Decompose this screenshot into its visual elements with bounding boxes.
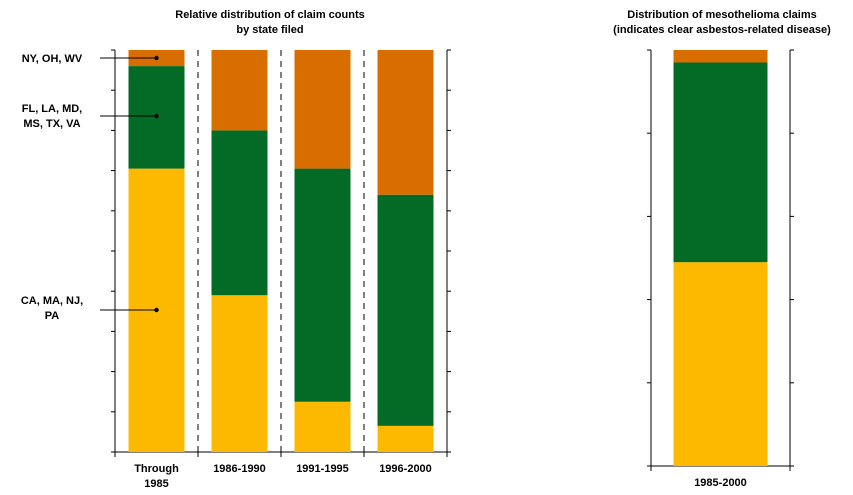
- bar-segment-1-0-2: [673, 50, 768, 63]
- callout-dot-1: [154, 113, 159, 119]
- x-tick-label-0-0: Through 1985: [134, 463, 179, 490]
- x-tick-label-0-1: 1986-1990: [213, 463, 266, 475]
- legend-label-1: FL, LA, MD, MS, TX, VA: [22, 103, 83, 130]
- bar-segment-0-3-1: [377, 194, 434, 426]
- chart-title-0: Relative distribution of claim counts by …: [175, 9, 364, 36]
- bar-segment-0-2-1: [294, 168, 351, 402]
- bar-segment-1-0-0: [673, 262, 768, 466]
- bar-segment-0-1-2: [211, 50, 268, 131]
- bar-segment-0-2-2: [294, 50, 351, 169]
- x-tick-label-0-2: 1991-1995: [296, 463, 349, 475]
- bar-segment-0-1-1: [211, 130, 268, 296]
- chart-title-1: Distribution of mesothelioma claims (indi…: [613, 9, 831, 36]
- bar-segment-1-0-1: [673, 62, 768, 263]
- legend-label-2: NY, OH, WV: [22, 53, 83, 65]
- x-tick-label-1-0: 1985-2000: [694, 477, 747, 489]
- bar-segment-0-1-0: [211, 295, 268, 452]
- bar-segment-0-3-0: [377, 425, 434, 452]
- legend-label-0: CA, MA, NJ, PA: [21, 295, 83, 322]
- bar-segment-0-2-0: [294, 401, 351, 452]
- bar-segment-0-3-2: [377, 50, 434, 195]
- callout-dot-0: [154, 307, 159, 313]
- x-tick-label-0-3: 1996-2000: [379, 463, 432, 475]
- callout-dot-2: [154, 55, 159, 61]
